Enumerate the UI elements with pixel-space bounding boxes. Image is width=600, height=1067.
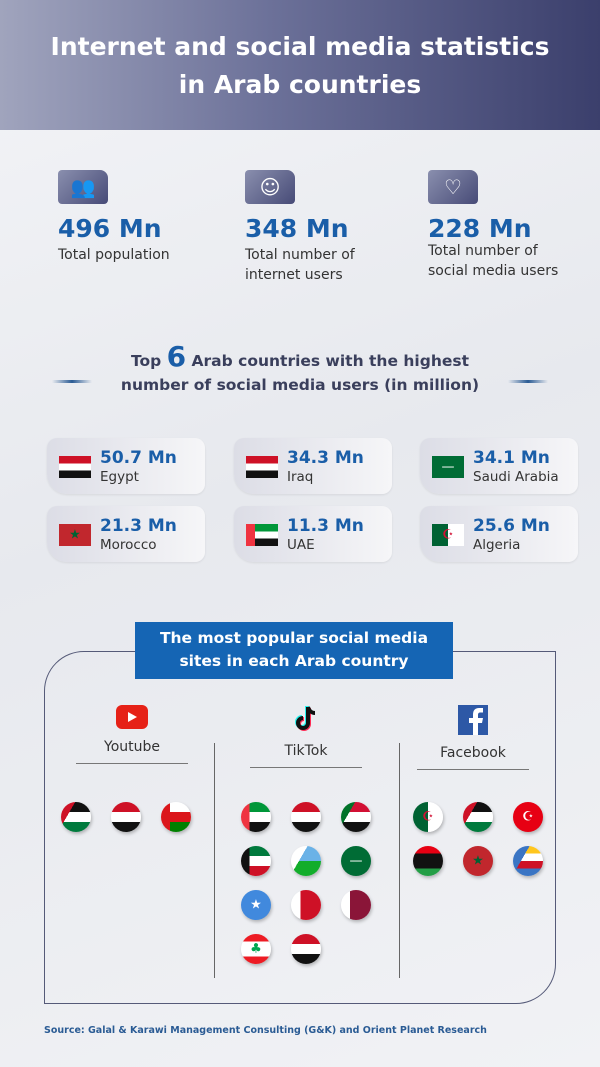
underline — [417, 769, 529, 770]
stat-population: 👥 496 Mn Total population — [58, 170, 228, 265]
divider-right — [508, 380, 548, 383]
libya-flag-icon — [413, 846, 443, 876]
country-card-saudi-arabia: — 34.1 Mn Saudi Arabia — [420, 438, 578, 494]
column-youtube: Youtube — [52, 705, 212, 764]
platform-label: Facebook — [440, 745, 506, 761]
stat-value: 228 Mn — [428, 214, 532, 243]
stat-label: Total number of internet users — [245, 247, 355, 283]
country-name: Egypt — [100, 469, 139, 485]
jordan-flag-icon — [61, 802, 91, 832]
platform-label: Youtube — [104, 739, 160, 755]
yemen-flag-icon — [291, 934, 321, 964]
egypt-flag-icon — [111, 802, 141, 832]
country-value: 34.1 Mn — [473, 448, 550, 468]
palestine-flag-icon — [463, 802, 493, 832]
top6-heading: Top 6 Arab countries with the highest nu… — [120, 340, 480, 395]
country-name: Morocco — [100, 537, 157, 553]
egypt-flag-icon — [59, 456, 91, 478]
facebook-icon — [458, 705, 488, 735]
comoros-flag-icon — [513, 846, 543, 876]
tiktok-flags: — ★ ♣ — [241, 802, 381, 964]
country-card-uae: 11.3 Mn UAE — [234, 506, 392, 562]
morocco-flag-icon: ★ — [59, 524, 91, 546]
stat-internet-users: ☺ 348 Mn Total number of internet users — [245, 170, 415, 285]
djibouti-flag-icon — [291, 846, 321, 876]
country-card-morocco: ★ 21.3 Mn Morocco — [47, 506, 205, 562]
oman-flag-icon — [161, 802, 191, 832]
tunisia-flag-icon: ☪ — [513, 802, 543, 832]
tiktok-icon — [295, 706, 316, 731]
stat-social-users: ♡ 228 Mn Total number of social media use… — [428, 170, 600, 281]
country-name: Iraq — [287, 469, 314, 485]
country-value: 21.3 Mn — [100, 516, 177, 536]
facebook-flags: ☪ ☪ ★ — [413, 802, 553, 876]
country-card-egypt: 50.7 Mn Egypt — [47, 438, 205, 494]
country-name: Algeria — [473, 537, 521, 553]
country-value: 25.6 Mn — [473, 516, 550, 536]
phone-like-icon: ♡ — [428, 170, 478, 204]
kuwait-flag-icon — [241, 846, 271, 876]
algeria-flag-icon: ☪ — [413, 802, 443, 832]
country-value: 11.3 Mn — [287, 516, 364, 536]
country-value: 34.3 Mn — [287, 448, 364, 468]
sudan-flag-icon — [341, 802, 371, 832]
qatar-flag-icon — [341, 890, 371, 920]
iraq-flag-icon — [246, 456, 278, 478]
country-card-iraq: 34.3 Mn Iraq — [234, 438, 392, 494]
people-icon: 👥 — [58, 170, 108, 204]
saudi-arabia-flag-icon: — — [341, 846, 371, 876]
page-header: Internet and social media statistics in … — [0, 0, 600, 130]
stat-label: Total population — [58, 247, 170, 263]
source-note: Source: Galal & Karawi Management Consul… — [44, 1025, 487, 1036]
column-divider — [214, 743, 215, 978]
column-divider — [399, 743, 400, 978]
laptop-user-icon: ☺ — [245, 170, 295, 204]
platform-label: TikTok — [284, 743, 328, 759]
youtube-flags — [61, 802, 201, 832]
uae-flag-icon — [246, 524, 278, 546]
saudi-arabia-flag-icon: — — [432, 456, 464, 478]
youtube-icon — [116, 705, 148, 729]
title-line-2: in Arab countries — [178, 70, 422, 99]
underline — [250, 767, 362, 768]
bahrain-flag-icon — [291, 890, 321, 920]
column-facebook: Facebook — [393, 705, 553, 770]
uae-flag-icon — [241, 802, 271, 832]
underline — [76, 763, 188, 764]
country-name: Saudi Arabia — [473, 469, 559, 485]
popular-sites-banner: The most popular social media sites in e… — [135, 622, 453, 679]
iraq-flag-icon — [291, 802, 321, 832]
title-line-1: Internet and social media statistics — [50, 32, 550, 61]
country-value: 50.7 Mn — [100, 448, 177, 468]
country-card-algeria: ☪ 25.6 Mn Algeria — [420, 506, 578, 562]
somalia-flag-icon: ★ — [241, 890, 271, 920]
lebanon-flag-icon: ♣ — [241, 934, 271, 964]
morocco-flag-icon: ★ — [463, 846, 493, 876]
stat-value: 496 Mn — [58, 214, 162, 243]
algeria-flag-icon: ☪ — [432, 524, 464, 546]
divider-left — [52, 380, 92, 383]
stat-label: Total number of social media users — [428, 243, 559, 279]
country-name: UAE — [287, 537, 315, 553]
column-tiktok: TikTok — [226, 705, 386, 768]
stat-value: 348 Mn — [245, 214, 349, 243]
